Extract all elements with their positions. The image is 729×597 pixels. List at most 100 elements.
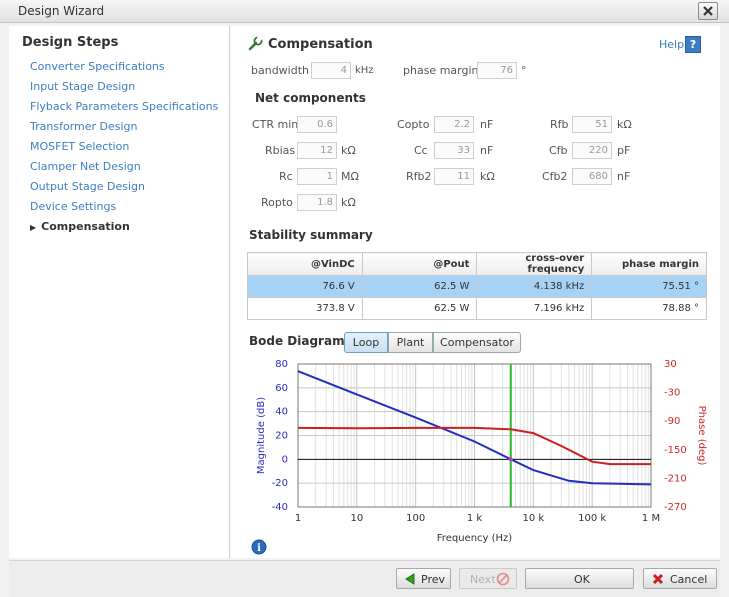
copto-unit: nF [480, 118, 494, 131]
next-label: Next [470, 573, 496, 586]
table-header-row: @VinDC @Pout cross-over frequency phase … [247, 252, 707, 276]
table-cell: 4.138 kHz [476, 275, 593, 298]
step-compensation[interactable]: ▶ Compensation [30, 220, 130, 233]
table-row[interactable]: 76.6 V 62.5 W 4.138 kHz 75.51 ° [247, 275, 707, 298]
rc-input[interactable]: 1 [297, 168, 337, 185]
tab-compensator[interactable]: Compensator [433, 332, 521, 353]
next-button[interactable]: Next [459, 568, 517, 589]
step-transformer-design[interactable]: Transformer Design [30, 120, 138, 133]
y-tick-label: -40 [272, 502, 288, 513]
page-title: Compensation [268, 37, 373, 52]
rfb-label: Rfb [550, 118, 569, 131]
svg-text:i: i [257, 543, 261, 554]
column-header[interactable]: @VinDC [247, 252, 363, 276]
y2-tick-label: 30 [664, 359, 677, 370]
cc-unit: nF [480, 144, 494, 157]
y-axis-label: Magnitude (dB) [256, 397, 267, 474]
arrow-left-icon [405, 573, 415, 585]
y2-tick-label: -210 [664, 473, 687, 484]
bandwidth-unit: kHz [355, 65, 374, 76]
close-button[interactable] [698, 2, 718, 20]
stability-table: @VinDC @Pout cross-over frequency phase … [247, 252, 707, 320]
x-axis-label: Frequency (Hz) [437, 533, 513, 544]
chart-grid [297, 363, 652, 508]
x-tick-labels: 1 10 100 1 k 10 k 100 k 1 M [295, 513, 660, 524]
x-tick-label: 100 k [578, 513, 606, 524]
y2-tick-label: -270 [664, 502, 687, 513]
rfb2-label: Rfb2 [406, 170, 432, 183]
y-tick-label: -20 [272, 478, 288, 489]
stability-summary-title: Stability summary [249, 228, 373, 242]
cfb2-input[interactable]: 680 [572, 168, 612, 185]
phase-margin-input[interactable]: 76 [477, 62, 517, 79]
table-row[interactable]: 373.8 V 62.5 W 7.196 kHz 78.88 ° [247, 297, 707, 320]
ctr-min-input[interactable]: 0.6 [297, 116, 337, 133]
help-icon[interactable]: ? [685, 36, 701, 53]
info-icon[interactable]: i [251, 539, 267, 555]
table-cell: 78.88 ° [591, 297, 707, 320]
table-cell: 62.5 W [361, 275, 478, 298]
bandwidth-input[interactable]: 4 [311, 62, 351, 79]
active-step-label: Compensation [41, 220, 130, 233]
phase-margin-unit: ° [521, 64, 527, 77]
y2-tick-label: -90 [664, 416, 680, 427]
bode-diagram-title: Bode Diagram [249, 334, 345, 348]
crossover-marker [508, 457, 513, 462]
phase-series-line [297, 426, 651, 466]
ropto-unit: kΩ [341, 196, 356, 209]
y-tick-labels: 80 60 40 20 0 -20 -40 [272, 359, 288, 513]
design-steps-title: Design Steps [22, 35, 119, 50]
design-steps-panel: Design Steps Converter Specifications In… [9, 26, 230, 558]
cfb2-label: Cfb2 [542, 170, 568, 183]
help-link[interactable]: Help [659, 38, 685, 51]
chart-series [297, 364, 652, 507]
y-tick-label: 60 [275, 383, 288, 394]
y2-tick-labels: 30 -30 -90 -150 -210 -270 [664, 359, 687, 513]
rfb-input[interactable]: 51 [572, 116, 612, 133]
tab-loop[interactable]: Loop [344, 332, 388, 353]
cc-label: Cc [414, 144, 428, 157]
cancel-button[interactable]: Cancel [643, 568, 717, 589]
step-input-stage-design[interactable]: Input Stage Design [30, 80, 136, 93]
y2-tick-label: -30 [664, 388, 680, 399]
step-mosfet-selection[interactable]: MOSFET Selection [30, 140, 130, 153]
column-header[interactable]: @Pout [361, 252, 478, 276]
tab-plant[interactable]: Plant [388, 332, 433, 353]
step-flyback-parameters[interactable]: Flyback Parameters Specifications [30, 100, 219, 113]
window-title: Design Wizard [18, 4, 105, 18]
rfb-unit: kΩ [617, 118, 632, 131]
ok-button[interactable]: OK [525, 568, 634, 589]
table-cell: 62.5 W [361, 297, 478, 320]
copto-input[interactable]: 2.2 [434, 116, 474, 133]
step-clamper-net-design[interactable]: Clamper Net Design [30, 160, 141, 173]
ok-label: OK [574, 573, 590, 586]
step-device-settings[interactable]: Device Settings [30, 200, 117, 213]
column-header[interactable]: phase margin [591, 252, 707, 276]
step-output-stage-design[interactable]: Output Stage Design [30, 180, 145, 193]
x-tick-label: 100 [406, 513, 425, 524]
step-converter-specifications[interactable]: Converter Specifications [30, 60, 165, 73]
prev-label: Prev [421, 573, 445, 586]
phase-margin-label: phase margin [403, 64, 479, 77]
wrench-icon [248, 36, 263, 51]
disabled-icon [496, 572, 510, 586]
column-header[interactable]: cross-over frequency [476, 252, 593, 276]
y2-axis-label: Phase (deg) [696, 406, 707, 466]
cfb-label: Cfb [549, 144, 568, 157]
y-tick-label: 20 [275, 431, 288, 442]
title-bar: Design Wizard [0, 0, 729, 23]
rfb2-input[interactable]: 11 [434, 168, 474, 185]
rbias-input[interactable]: 12 [297, 142, 337, 159]
table-cell: 75.51 ° [591, 275, 707, 298]
magnitude-series-line [297, 370, 652, 486]
cfb-input[interactable]: 220 [572, 142, 612, 159]
ropto-input[interactable]: 1.8 [297, 194, 337, 211]
cc-input[interactable]: 33 [434, 142, 474, 159]
net-components-title: Net components [255, 91, 366, 105]
prev-button[interactable]: Prev [396, 568, 451, 589]
y-tick-label: 40 [275, 407, 288, 418]
active-step-arrow-icon: ▶ [30, 223, 37, 232]
table-cell: 373.8 V [247, 297, 363, 320]
cancel-label: Cancel [670, 573, 708, 586]
